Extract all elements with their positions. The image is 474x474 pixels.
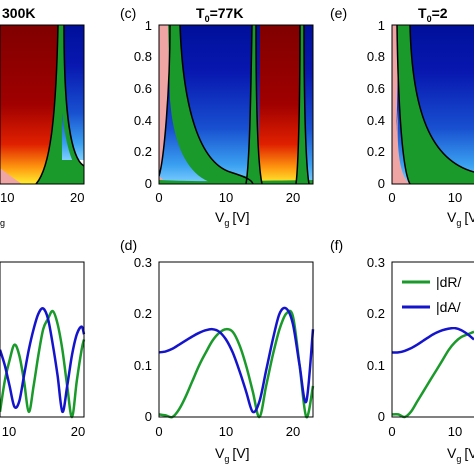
tick-label-e-y-0.4: 0.4 — [367, 113, 385, 128]
heatmap-e-y-ticks: 0 0.2 0.4 0.6 0.8 1 — [367, 18, 385, 191]
tick-label-f-y-0.3: 0.3 — [367, 255, 385, 270]
heatmap-c-contour-6 — [303, 25, 310, 184]
tick-label-e-y-0.8: 0.8 — [367, 49, 385, 64]
legend: |dR/ |dA/ — [393, 263, 474, 327]
panel-label-f: (f) — [330, 237, 343, 253]
heatmap-a-title: 300K — [2, 5, 35, 21]
tick-label-e-x-0: 0 — [388, 190, 395, 205]
heatmap-c: (c) T0=77K 0 0.2 0.4 0.6 0.8 1 0 10 20 V… — [120, 5, 314, 228]
heatmap-c-contour-5 — [295, 25, 301, 184]
tick-label-e-y-0.6: 0.6 — [367, 81, 385, 96]
tick-label-f-x-10: 10 — [448, 424, 462, 439]
heatmap-e-contour-2 — [409, 25, 474, 173]
tick-label-d-x-10: 10 — [219, 424, 233, 439]
x-axis-label-e: Vg[V] — [447, 209, 474, 228]
heatmap-e: (e) T0=2 0 0.2 0.4 0.6 0.8 1 0 10 Vg[V] — [330, 5, 474, 228]
line-plot-f-frame — [391, 261, 474, 418]
heatmap-c-green-floor — [159, 180, 313, 184]
line-plot-d-series — [158, 306, 315, 419]
heatmap-a: 300K 10 20 g — [0, 5, 85, 228]
tick-label-c-y-0.6: 0.6 — [134, 81, 152, 96]
tick-label-d-y-0.3: 0.3 — [134, 255, 152, 270]
heatmap-c-frame — [158, 24, 314, 185]
heatmap-a-green-band-2 — [58, 25, 84, 176]
tick-label-c-y-0.8: 0.8 — [134, 49, 152, 64]
tick-label-f-y-0.1: 0.1 — [367, 358, 385, 373]
tick-label-c-y-1: 1 — [145, 18, 152, 33]
heatmap-a-frame — [0, 24, 85, 185]
heatmap-c-contour-4 — [255, 25, 263, 184]
line-plot-b-x-ticks: 10 20 — [2, 424, 85, 439]
heatmap-a-contour-2 — [63, 25, 84, 167]
tick-label-f-x-0: 0 — [388, 424, 395, 439]
heatmap-c-contour-3 — [245, 25, 253, 184]
legend-label-dA: |dA/ — [436, 299, 461, 315]
x-axis-label-c: Vg [V] — [215, 209, 249, 228]
heatmap-e-contour-1 — [396, 25, 411, 184]
tick-label-b-x-20: 20 — [71, 424, 85, 439]
tick-label-e-x-10: 10 — [448, 190, 462, 205]
panel-label-c: (c) — [120, 5, 136, 21]
heatmap-e-green-band — [397, 25, 474, 184]
heatmap-c-contour-2 — [179, 25, 254, 184]
heatmap-c-title: T0=77K — [196, 5, 243, 24]
line-plot-f: (f) 0 0.1 0.2 0.3 0 10 Vg[V] |dR/ |dA/ — [330, 237, 474, 464]
tick-label-c-y-0.2: 0.2 — [134, 144, 152, 159]
tick-label-b-x-10: 10 — [2, 424, 16, 439]
tick-label-d-y-0.1: 0.1 — [134, 358, 152, 373]
tick-label-d-x-20: 20 — [286, 424, 300, 439]
x-axis-label-d: Vg [V] — [215, 445, 249, 464]
tick-label-d-y-0: 0 — [145, 409, 152, 424]
heatmap-e-title: T0=2 — [418, 5, 448, 24]
tick-label-a-x-10: 10 — [0, 190, 14, 205]
heatmap-c-contour-1 — [159, 25, 171, 177]
panel-label-e: (e) — [330, 5, 347, 21]
tick-label-d-y-0.2: 0.2 — [134, 306, 152, 321]
line-plot-f-x-ticks: 0 10 — [388, 424, 462, 439]
tick-label-c-y-0.4: 0.4 — [134, 113, 152, 128]
line-plot-f-series — [391, 326, 474, 419]
heatmap-c-x-ticks: 0 10 20 — [155, 190, 300, 205]
tick-label-e-y-0: 0 — [378, 176, 385, 191]
heatmap-a-contour — [35, 25, 59, 184]
plot-d-series-dR-line — [158, 309, 315, 419]
line-plot-d-y-ticks: 0 0.1 0.2 0.3 — [134, 255, 152, 424]
tick-label-d-x-0: 0 — [155, 424, 162, 439]
line-plot-b-series — [0, 307, 86, 419]
tick-label-e-y-1: 1 — [378, 18, 385, 33]
heatmap-e-pink-floor — [392, 110, 410, 184]
heatmap-a-pink-region — [0, 168, 22, 184]
heatmap-e-frame — [391, 24, 474, 185]
legend-box — [393, 263, 474, 327]
plot-f-series-dR-line — [391, 330, 474, 419]
x-axis-label-f: Vg[V] — [447, 445, 474, 464]
tick-label-e-y-0.2: 0.2 — [367, 144, 385, 159]
heatmap-c-pink-region — [159, 25, 170, 176]
heatmap-c-red-region — [256, 25, 305, 184]
line-plot-d-frame — [158, 261, 314, 418]
x-axis-label-a-fragment: g — [0, 218, 5, 228]
plot-f-series-dA-line — [391, 326, 474, 354]
line-plot-b: 10 20 — [0, 261, 86, 439]
tick-label-f-y-0: 0 — [378, 409, 385, 424]
panel-label-d: (d) — [120, 237, 137, 253]
heatmap-e-x-ticks: 0 10 — [388, 190, 462, 205]
tick-label-c-x-20: 20 — [286, 190, 300, 205]
tick-label-c-x-0: 0 — [155, 190, 162, 205]
heatmap-e-pink-region — [392, 25, 398, 176]
legend-label-dR: |dR/ — [436, 274, 462, 290]
tick-label-a-x-20: 20 — [70, 190, 84, 205]
tick-label-f-y-0.2: 0.2 — [367, 306, 385, 321]
line-plot-f-y-ticks: 0 0.1 0.2 0.3 — [367, 255, 385, 424]
line-plot-b-frame — [0, 261, 85, 418]
plot-b-series-dA-line — [0, 307, 86, 414]
tick-label-c-x-10: 10 — [219, 190, 233, 205]
heatmap-c-y-ticks: 0 0.2 0.4 0.6 0.8 1 — [134, 18, 152, 191]
line-plot-d: (d) 0 0.1 0.2 0.3 0 10 20 Vg [V] — [120, 237, 315, 464]
line-plot-d-x-ticks: 0 10 20 — [155, 424, 300, 439]
tick-label-c-y-0: 0 — [145, 176, 152, 191]
plot-d-series-dA-line — [158, 306, 315, 414]
heatmap-c-green-band-1 — [168, 25, 253, 184]
